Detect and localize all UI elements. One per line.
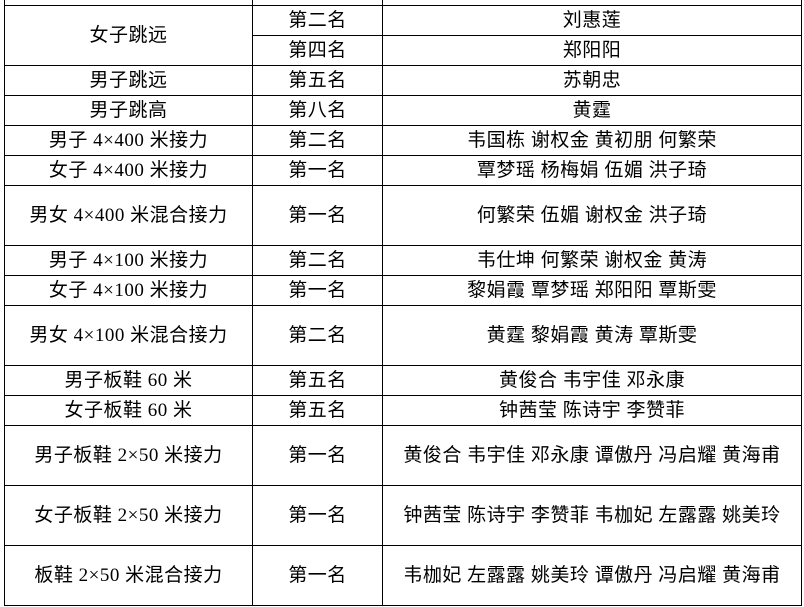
rank-cell: 第二名 [252, 5, 383, 36]
athletes-cell: 黄霆 [382, 95, 802, 126]
table-row: 男子 4×400 米接力 第二名 韦国栋 谢权金 黄初朋 何繁荣 [4, 125, 802, 156]
event-cell: 男子板鞋 60 米 [4, 365, 253, 396]
rank-cell: 第五名 [252, 365, 383, 396]
athletes-cell: 钟茜莹 陈诗宇 李赞菲 韦枷妃 左露露 姚美玲 [382, 485, 802, 546]
table-row: 女子板鞋 2×50 米接力 第一名 钟茜莹 陈诗宇 李赞菲 韦枷妃 左露露 姚美玲 [4, 485, 802, 546]
athletes-cell: 韦仕坤 何繁荣 谢权金 黄涛 [382, 245, 802, 276]
results-table: 女子跳远 第二名 刘惠莲 第四名 郑阳阳 男子跳远 第五名 苏朝忠 男子跳高 第八名 黄霆 男子 4×… [4, 0, 802, 606]
table-row: 男子跳远 第五名 苏朝忠 [4, 65, 802, 96]
athletes-cell: 刘惠莲 [382, 5, 802, 36]
table-row: 女子 4×400 米接力 第一名 覃梦瑶 杨梅娟 伍媚 洪子琦 [4, 155, 802, 186]
rank-cell: 第二名 [252, 125, 383, 156]
event-cell: 男子 4×400 米接力 [4, 125, 253, 156]
rank-cell: 第一名 [252, 275, 383, 306]
table-row: 女子跳远 第二名 刘惠莲 [4, 5, 802, 66]
rank-cell: 第二名 [252, 245, 383, 276]
rank-cell: 第一名 [252, 545, 383, 606]
athletes-cell: 苏朝忠 [382, 65, 802, 96]
rank-cell: 第四名 [252, 35, 383, 66]
athletes-cell: 覃梦瑶 杨梅娟 伍媚 洪子琦 [382, 155, 802, 186]
athletes-cell: 何繁荣 伍媚 谢权金 洪子琦 [382, 185, 802, 246]
athletes-cell: 钟茜莹 陈诗宇 李赞菲 [382, 395, 802, 426]
table-row: 男子板鞋 60 米第五名 黄俊合 韦宇佳 邓永康 [4, 365, 802, 396]
table-row: 男女 4×100 米混合接力 第二名 黄霆 黎娟霞 黄涛 覃斯雯 [4, 305, 802, 366]
athletes-cell: 黄俊合 韦宇佳 邓永康 [382, 365, 802, 396]
event-cell: 男子跳高 [4, 95, 253, 126]
table-row: 女子 4×100 米接力 第一名 黎娟霞 覃梦瑶 郑阳阳 覃斯雯 [4, 275, 802, 306]
athletes-cell: 黄俊合 韦宇佳 邓永康 谭傲丹 冯启耀 黄海甫 [382, 425, 802, 486]
athletes-cell: 黎娟霞 覃梦瑶 郑阳阳 覃斯雯 [382, 275, 802, 306]
table-row: 第四名 郑阳阳 [5, 35, 802, 66]
event-cell: 女子 4×400 米接力 [4, 155, 253, 186]
table-row: 男子 4×100 米接力 第二名 韦仕坤 何繁荣 谢权金 黄涛 [4, 245, 802, 276]
event-cell: 男女 4×100 米混合接力 [4, 305, 253, 366]
rank-cell: 第一名 [252, 485, 383, 546]
table-row: 板鞋 2×50 米混合接力 第一名 韦枷妃 左露露 姚美玲 谭傲丹 冯启耀 黄海甫 [4, 545, 802, 606]
event-cell: 女子跳远 [4, 5, 253, 66]
table-row: 男女 4×400 米混合接力 第一名 何繁荣 伍媚 谢权金 洪子琦 [4, 185, 802, 246]
event-cell: 男子 4×100 米接力 [4, 245, 253, 276]
rank-cell: 第二名 [252, 305, 383, 366]
event-cell: 板鞋 2×50 米混合接力 [4, 545, 253, 606]
athletes-cell: 黄霆 黎娟霞 黄涛 覃斯雯 [382, 305, 802, 366]
event-cell: 男子跳远 [4, 65, 253, 96]
rank-cell: 第一名 [252, 185, 383, 246]
athletes-cell: 韦枷妃 左露露 姚美玲 谭傲丹 冯启耀 黄海甫 [382, 545, 802, 606]
event-cell: 男子板鞋 2×50 米接力 [4, 425, 253, 486]
athletes-cell: 郑阳阳 [382, 35, 802, 66]
table-row: 男子跳高 第八名 黄霆 [4, 95, 802, 126]
rank-cell: 第五名 [252, 395, 383, 426]
table-row: 女子板鞋 60 米第五名 钟茜莹 陈诗宇 李赞菲 [4, 395, 802, 426]
rank-cell: 第一名 [252, 425, 383, 486]
event-cell: 女子 4×100 米接力 [4, 275, 253, 306]
rank-cell: 第五名 [252, 65, 383, 96]
athletes-cell: 韦国栋 谢权金 黄初朋 何繁荣 [382, 125, 802, 156]
table-row: 男子板鞋 2×50 米接力 第一名 黄俊合 韦宇佳 邓永康 谭傲丹 冯启耀 黄海甫 [4, 425, 802, 486]
rank-cell: 第八名 [252, 95, 383, 126]
event-cell: 女子板鞋 60 米 [4, 395, 253, 426]
rank-cell: 第一名 [252, 155, 383, 186]
event-cell: 女子板鞋 2×50 米接力 [4, 485, 253, 546]
event-cell: 男女 4×400 米混合接力 [4, 185, 253, 246]
